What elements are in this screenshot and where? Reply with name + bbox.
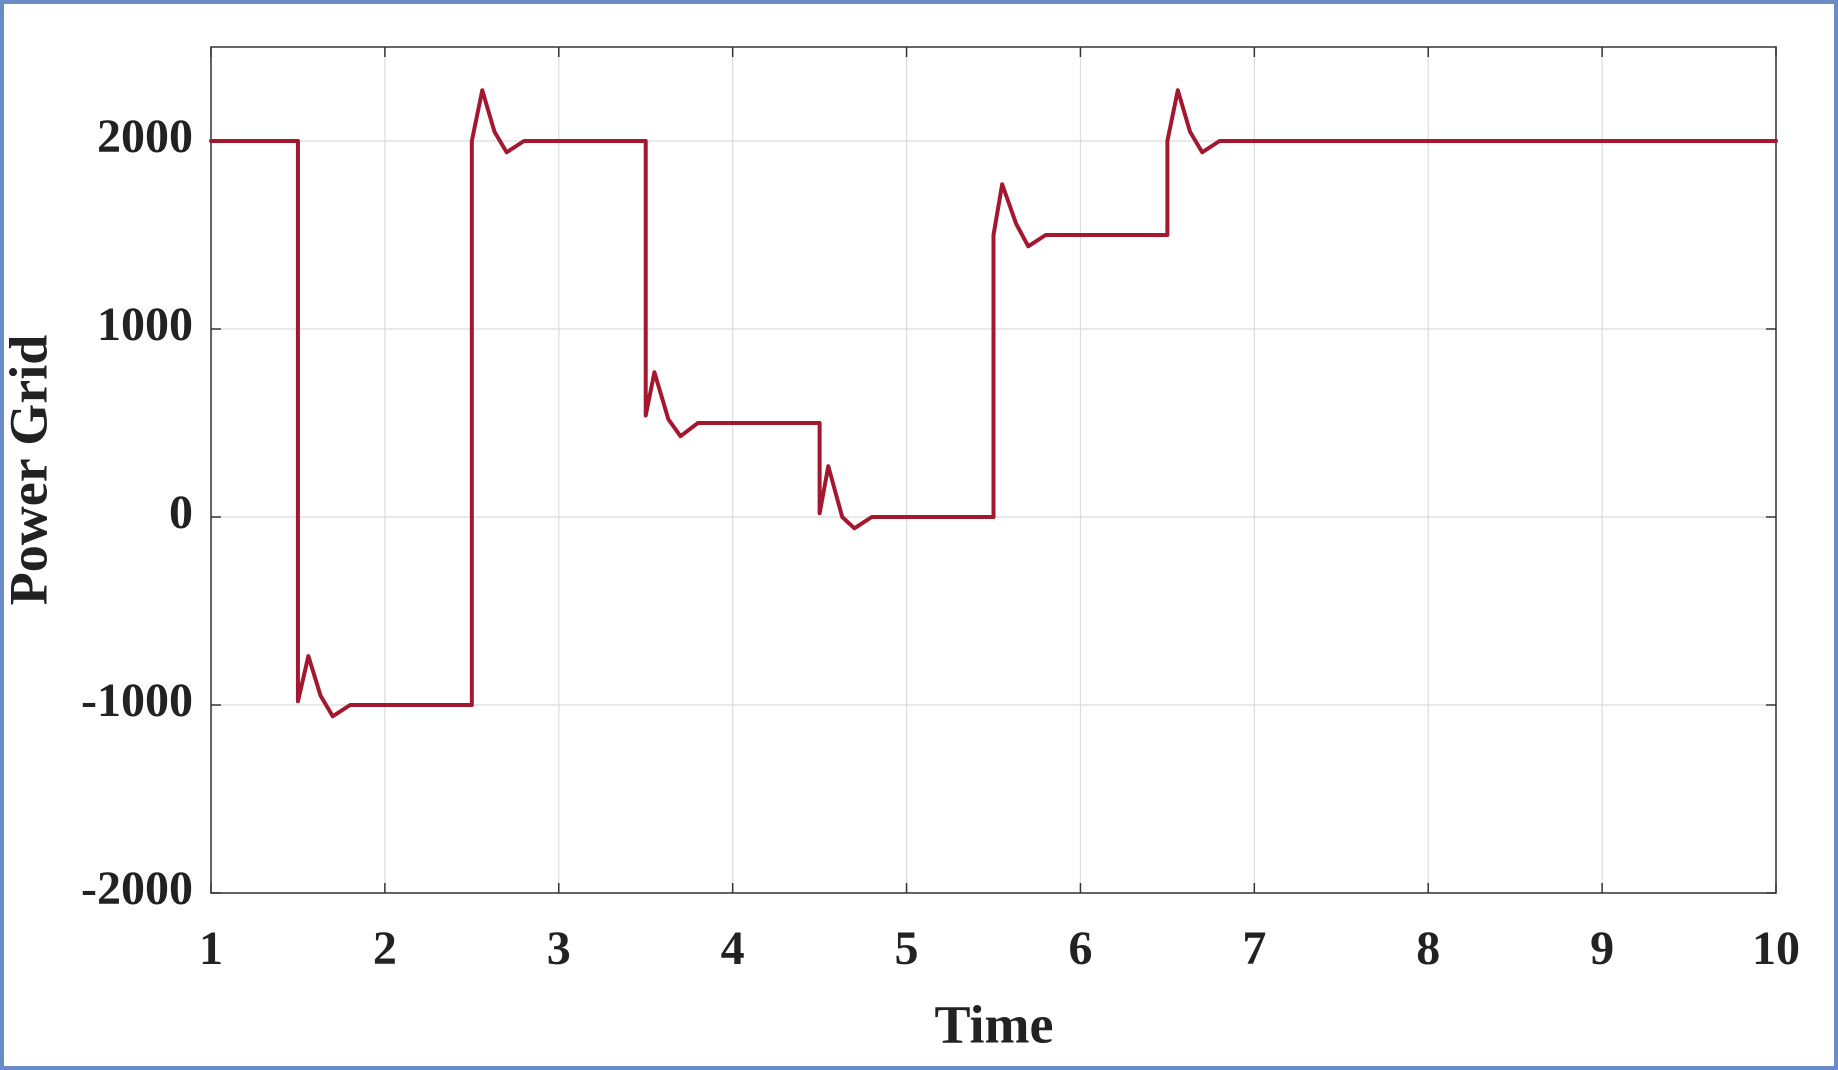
data-line	[209, 88, 1778, 719]
y-tick-label: -2000	[81, 862, 193, 915]
x-tick-label: 10	[1752, 922, 1800, 975]
x-tick-label: 1	[199, 922, 223, 975]
x-tick-label: 5	[895, 922, 919, 975]
y-axis-label: Power Grid	[0, 335, 58, 605]
x-tick-label: 7	[1242, 922, 1266, 975]
x-tick-label: 3	[547, 922, 571, 975]
y-tick-label: 1000	[97, 298, 193, 351]
x-tick-label: 2	[373, 922, 397, 975]
x-tick-label: 4	[721, 922, 745, 975]
x-axis-label: Time	[935, 994, 1054, 1054]
y-tick-label: 2000	[97, 110, 193, 163]
plot-area	[210, 46, 1777, 894]
x-tick-label: 6	[1068, 922, 1092, 975]
y-tick-label: 0	[169, 486, 193, 539]
x-tick-label: 9	[1590, 922, 1614, 975]
x-tick-label: 8	[1416, 922, 1440, 975]
y-tick-label: -1000	[81, 674, 193, 727]
